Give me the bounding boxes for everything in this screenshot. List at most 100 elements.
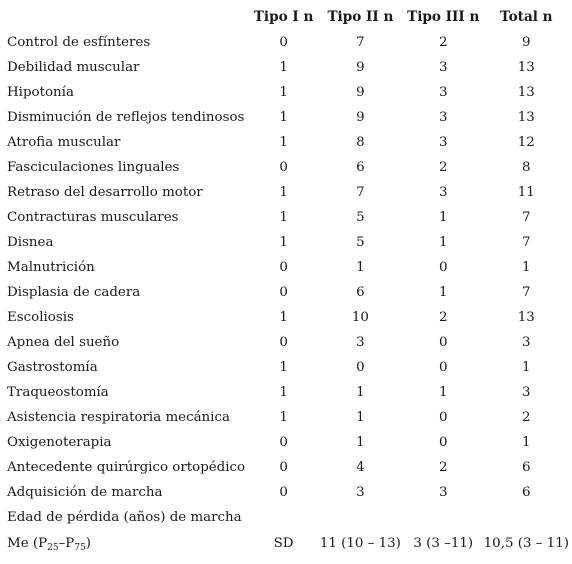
table-row: Displasia de cadera 0 6 1 7: [4, 280, 572, 305]
table-row: Gastrostomía 1 0 0 1: [4, 355, 572, 380]
cell-tipo-1: 0: [279, 260, 288, 275]
cell-tipo-1: 0: [279, 485, 288, 500]
row-label: Disnea: [7, 235, 54, 250]
table-row: Adquisición de marcha 0 3 3 6: [4, 480, 572, 505]
row-label: Me (P25–P75): [4, 530, 252, 558]
cell-total: 12: [517, 135, 535, 150]
row-label: Contracturas musculares: [7, 210, 179, 225]
cell-total: [481, 505, 572, 530]
row-label: Asistencia respiratoria mecánica: [7, 410, 230, 425]
cell-total: 11: [517, 185, 535, 200]
cell-tipo-1: 0: [279, 160, 288, 175]
cell-tipo-2: 4: [356, 460, 365, 475]
row-label: Disminución de reflejos tendinosos: [7, 110, 245, 125]
cell-total: 1: [522, 435, 531, 450]
cell-total: 1: [522, 260, 531, 275]
data-table: Tipo I n Tipo II n Tipo III n Total n Co…: [4, 5, 572, 558]
cell-tipo-3: 0: [438, 335, 448, 350]
cell-tipo-2: 9: [356, 85, 365, 100]
cell-tipo-3: 0: [438, 260, 448, 275]
cell-tipo-1: 1: [279, 185, 288, 200]
cell-tipo-1: 0: [279, 435, 288, 450]
cell-tipo-1: 1: [279, 135, 288, 150]
cell-tipo-2: 6: [356, 285, 365, 300]
cell-tipo-1: 0: [279, 35, 288, 50]
cell-tipo-1: 1: [279, 85, 288, 100]
header-row: Tipo I n Tipo II n Tipo III n Total n: [4, 5, 572, 30]
table-row: Malnutrición 0 1 0 1: [4, 255, 572, 280]
cell-tipo-3: 1: [438, 285, 448, 300]
cell-tipo-3: 2: [438, 460, 448, 475]
table-row: Retraso del desarrollo motor 1 7 3 11: [4, 180, 572, 205]
cell-tipo-2: 5: [356, 210, 365, 225]
cell-total: 6: [522, 460, 531, 475]
header-tipo-1: Tipo I n: [253, 9, 314, 25]
cell-tipo-3: 0: [438, 360, 448, 375]
cell-tipo-1: [252, 505, 315, 530]
cell-tipo-3: 3 (3 –11): [413, 536, 474, 551]
cell-tipo-2: 6: [356, 160, 365, 175]
cell-tipo-2: 1: [356, 435, 365, 450]
row-label: Apnea del sueño: [7, 335, 120, 350]
row-label: Antecedente quirúrgico ortopédico: [7, 460, 246, 475]
table-row: Antecedente quirúrgico ortopédico 0 4 2 6: [4, 455, 572, 480]
table-row: Escoliosis 1 10 2 13: [4, 305, 572, 330]
subscript-75: 75: [74, 543, 86, 553]
cell-tipo-1: 1: [279, 385, 288, 400]
cell-tipo-3: [406, 505, 481, 530]
cell-tipo-2: 3: [356, 335, 365, 350]
cell-total: 7: [522, 285, 531, 300]
table-row: Atrofia muscular 1 8 3 12: [4, 130, 572, 155]
row-label: Traqueostomía: [7, 385, 109, 400]
cell-tipo-3: 1: [438, 235, 448, 250]
cell-tipo-3: 2: [438, 310, 448, 325]
header-tipo-2: Tipo II n: [327, 9, 394, 25]
cell-total: 2: [522, 410, 531, 425]
cell-tipo-1: 1: [279, 410, 288, 425]
cell-total: 13: [517, 110, 535, 125]
table-row-median: Me (P25–P75) SD 11 (10 – 13) 3 (3 –11) 1…: [4, 530, 572, 558]
row-label: Debilidad muscular: [7, 60, 140, 75]
cell-total: 1: [522, 360, 531, 375]
cell-tipo-3: 2: [438, 160, 448, 175]
cell-tipo-1: 0: [279, 285, 288, 300]
cell-tipo-2: 5: [356, 235, 365, 250]
cell-tipo-3: 3: [438, 485, 448, 500]
row-label: Displasia de cadera: [7, 285, 141, 300]
row-label: Oxigenoterapia: [7, 435, 112, 450]
cell-tipo-3: 3: [438, 85, 448, 100]
cell-total: 13: [517, 85, 535, 100]
row-label: Gastrostomía: [7, 360, 98, 375]
row-label: Retraso del desarrollo motor: [7, 185, 203, 200]
cell-tipo-3: 1: [438, 210, 448, 225]
table-row: Hipotonía 1 9 3 13: [4, 80, 572, 105]
table-row: Contracturas musculares 1 5 1 7: [4, 205, 572, 230]
cell-total: 10,5 (3 – 11): [483, 536, 569, 551]
header-total: Total n: [500, 9, 553, 25]
cell-total: 9: [522, 35, 531, 50]
cell-tipo-2: 10: [351, 310, 369, 325]
row-label: Hipotonía: [7, 85, 74, 100]
row-label: Fasciculaciones linguales: [7, 160, 180, 175]
cell-tipo-2: 9: [356, 60, 365, 75]
subscript-25: 25: [47, 543, 59, 553]
cell-tipo-1: 1: [279, 210, 288, 225]
cell-total: 7: [522, 235, 531, 250]
header-tipo-3: Tipo III n: [407, 9, 480, 25]
label-part: ): [85, 536, 91, 551]
cell-tipo-3: 3: [438, 135, 448, 150]
row-label: Malnutrición: [7, 260, 95, 275]
cell-tipo-2: 7: [356, 185, 365, 200]
cell-tipo-2: 3: [356, 485, 365, 500]
cell-tipo-2: 9: [356, 110, 365, 125]
cell-tipo-1: 1: [279, 310, 288, 325]
row-label: Atrofia muscular: [7, 135, 121, 150]
cell-total: 8: [522, 160, 531, 175]
cell-tipo-1: 1: [279, 360, 288, 375]
cell-tipo-3: 3: [438, 185, 448, 200]
cell-tipo-2: 0: [356, 360, 365, 375]
header-empty: [4, 5, 252, 30]
cell-tipo-2: [315, 505, 406, 530]
cell-total: 13: [517, 60, 535, 75]
